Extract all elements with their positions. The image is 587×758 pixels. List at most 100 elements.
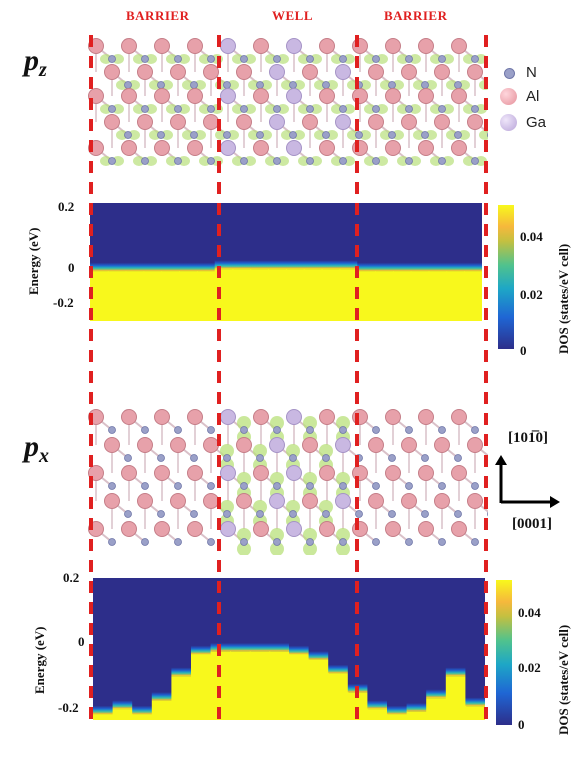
nitrogen-atom: [190, 131, 198, 139]
nitrogen-atom: [339, 157, 347, 165]
nitrogen-atom: [240, 55, 248, 63]
orbital-lobe: [446, 80, 458, 90]
orbital-lobe: [397, 54, 409, 64]
dos-filled-cell: [328, 673, 349, 720]
orbital-lobe: [281, 80, 293, 90]
dos-transition-cell: [339, 229, 359, 270]
dos-transition-cell: [426, 658, 447, 699]
aluminum-atom: [187, 521, 203, 537]
dos-filled-cell: [161, 271, 180, 321]
aluminum-atom: [385, 140, 401, 156]
gallium-atom: [220, 88, 236, 104]
aluminum-atom: [368, 493, 384, 509]
dos-filled-cell: [428, 271, 448, 321]
gallium-atom: [286, 521, 302, 537]
aluminum-atom: [401, 64, 417, 80]
aluminum-atom: [187, 38, 203, 54]
nitrogen-atom: [405, 482, 413, 490]
top-colorbar: [498, 205, 514, 349]
orbital-lobe: [446, 130, 458, 140]
nitrogen-atom: [471, 55, 479, 63]
dos-transition-cell: [179, 231, 198, 272]
dos-filled-cell: [269, 651, 290, 720]
orbital-lobe: [326, 80, 338, 90]
nitrogen-atom: [190, 454, 198, 462]
top-ytick-1: 0: [68, 260, 75, 275]
orbital-lobe: [128, 130, 140, 140]
aluminum-atom: [418, 521, 434, 537]
dos-filled-cell: [107, 271, 127, 321]
dos-transition-cell: [357, 231, 376, 272]
nitrogen-atom: [421, 131, 429, 139]
dos-transition-cell: [303, 229, 323, 270]
nitrogen-atom: [174, 55, 182, 63]
aluminum-atom: [154, 38, 170, 54]
orbital-lobe: [392, 80, 404, 90]
aluminum-atom: [121, 465, 137, 481]
orbital-lobe: [178, 156, 190, 166]
orbital-lobe: [314, 130, 326, 140]
orbital-lobe: [232, 104, 244, 114]
aluminum-atom: [253, 465, 269, 481]
dos-filled-cell: [464, 271, 482, 321]
orbital-lobe: [310, 104, 322, 114]
orbital-lobe: [314, 80, 326, 90]
orbital-lobe: [116, 130, 128, 140]
dos-transition-cell: [406, 671, 427, 712]
aluminum-atom: [236, 64, 252, 80]
dos-filled-cell: [367, 709, 388, 720]
dos-filled-cell: [446, 271, 465, 321]
dos-filled-cell: [339, 269, 359, 321]
gallium-atom: [286, 140, 302, 156]
orbital-lobe: [397, 104, 409, 114]
bottom-cbar-tick-2: 0: [518, 717, 525, 732]
orbital-lobe: [227, 130, 239, 140]
aluminum-atom: [451, 140, 467, 156]
nitrogen-atom: [240, 482, 248, 490]
region-label-barrier-left: BARRIER: [126, 8, 190, 23]
dos-transition-cell: [269, 611, 290, 652]
aluminum-atom: [154, 88, 170, 104]
orbital-label-px: px: [24, 430, 49, 467]
orbital-lobe: [145, 54, 157, 64]
nitrogen-atom: [190, 510, 198, 518]
nitrogen-atom: [339, 55, 347, 63]
aluminum-atom: [253, 409, 269, 425]
orbital-lobe: [336, 416, 350, 430]
orbital-lobe: [277, 54, 289, 64]
aluminum-atom: [418, 140, 434, 156]
orbital-lobe: [310, 54, 322, 64]
nitrogen-atom: [405, 538, 413, 546]
nitrogen-atom: [256, 510, 264, 518]
dos-filled-cell: [410, 271, 430, 321]
dos-filled-cell: [289, 654, 310, 720]
orbital-lobe: [298, 104, 310, 114]
orbital-lobe: [199, 156, 211, 166]
orbital-lobe: [409, 104, 421, 114]
orbital-lobe: [220, 444, 234, 458]
top-ytick-2: -0.2: [53, 295, 74, 310]
nitrogen-atom: [487, 511, 488, 517]
gallium-atom: [269, 114, 285, 130]
nitrogen-atom: [174, 157, 182, 165]
aluminum-atom: [385, 88, 401, 104]
aluminum-atom: [253, 140, 269, 156]
nitrogen-atom: [141, 426, 149, 434]
nitrogen-atom: [240, 538, 248, 546]
orbital-lobe: [442, 104, 454, 114]
dos-transition-cell: [171, 636, 192, 677]
nitrogen-atom: [108, 157, 116, 165]
aluminum-atom: [104, 114, 120, 130]
orbital-lobe: [194, 80, 206, 90]
orbital-lobe: [298, 54, 310, 64]
orbital-lobe: [112, 156, 124, 166]
dos-transition-cell: [367, 669, 388, 710]
dos-filled-cell: [347, 692, 369, 720]
orbital-lobe: [343, 156, 355, 166]
dos-filled-cell: [286, 269, 305, 321]
dos-transition-cell: [249, 611, 271, 652]
orbital-lobe: [253, 500, 267, 514]
dos-transition-cell: [191, 614, 212, 655]
dos-filled-cell: [406, 711, 427, 720]
